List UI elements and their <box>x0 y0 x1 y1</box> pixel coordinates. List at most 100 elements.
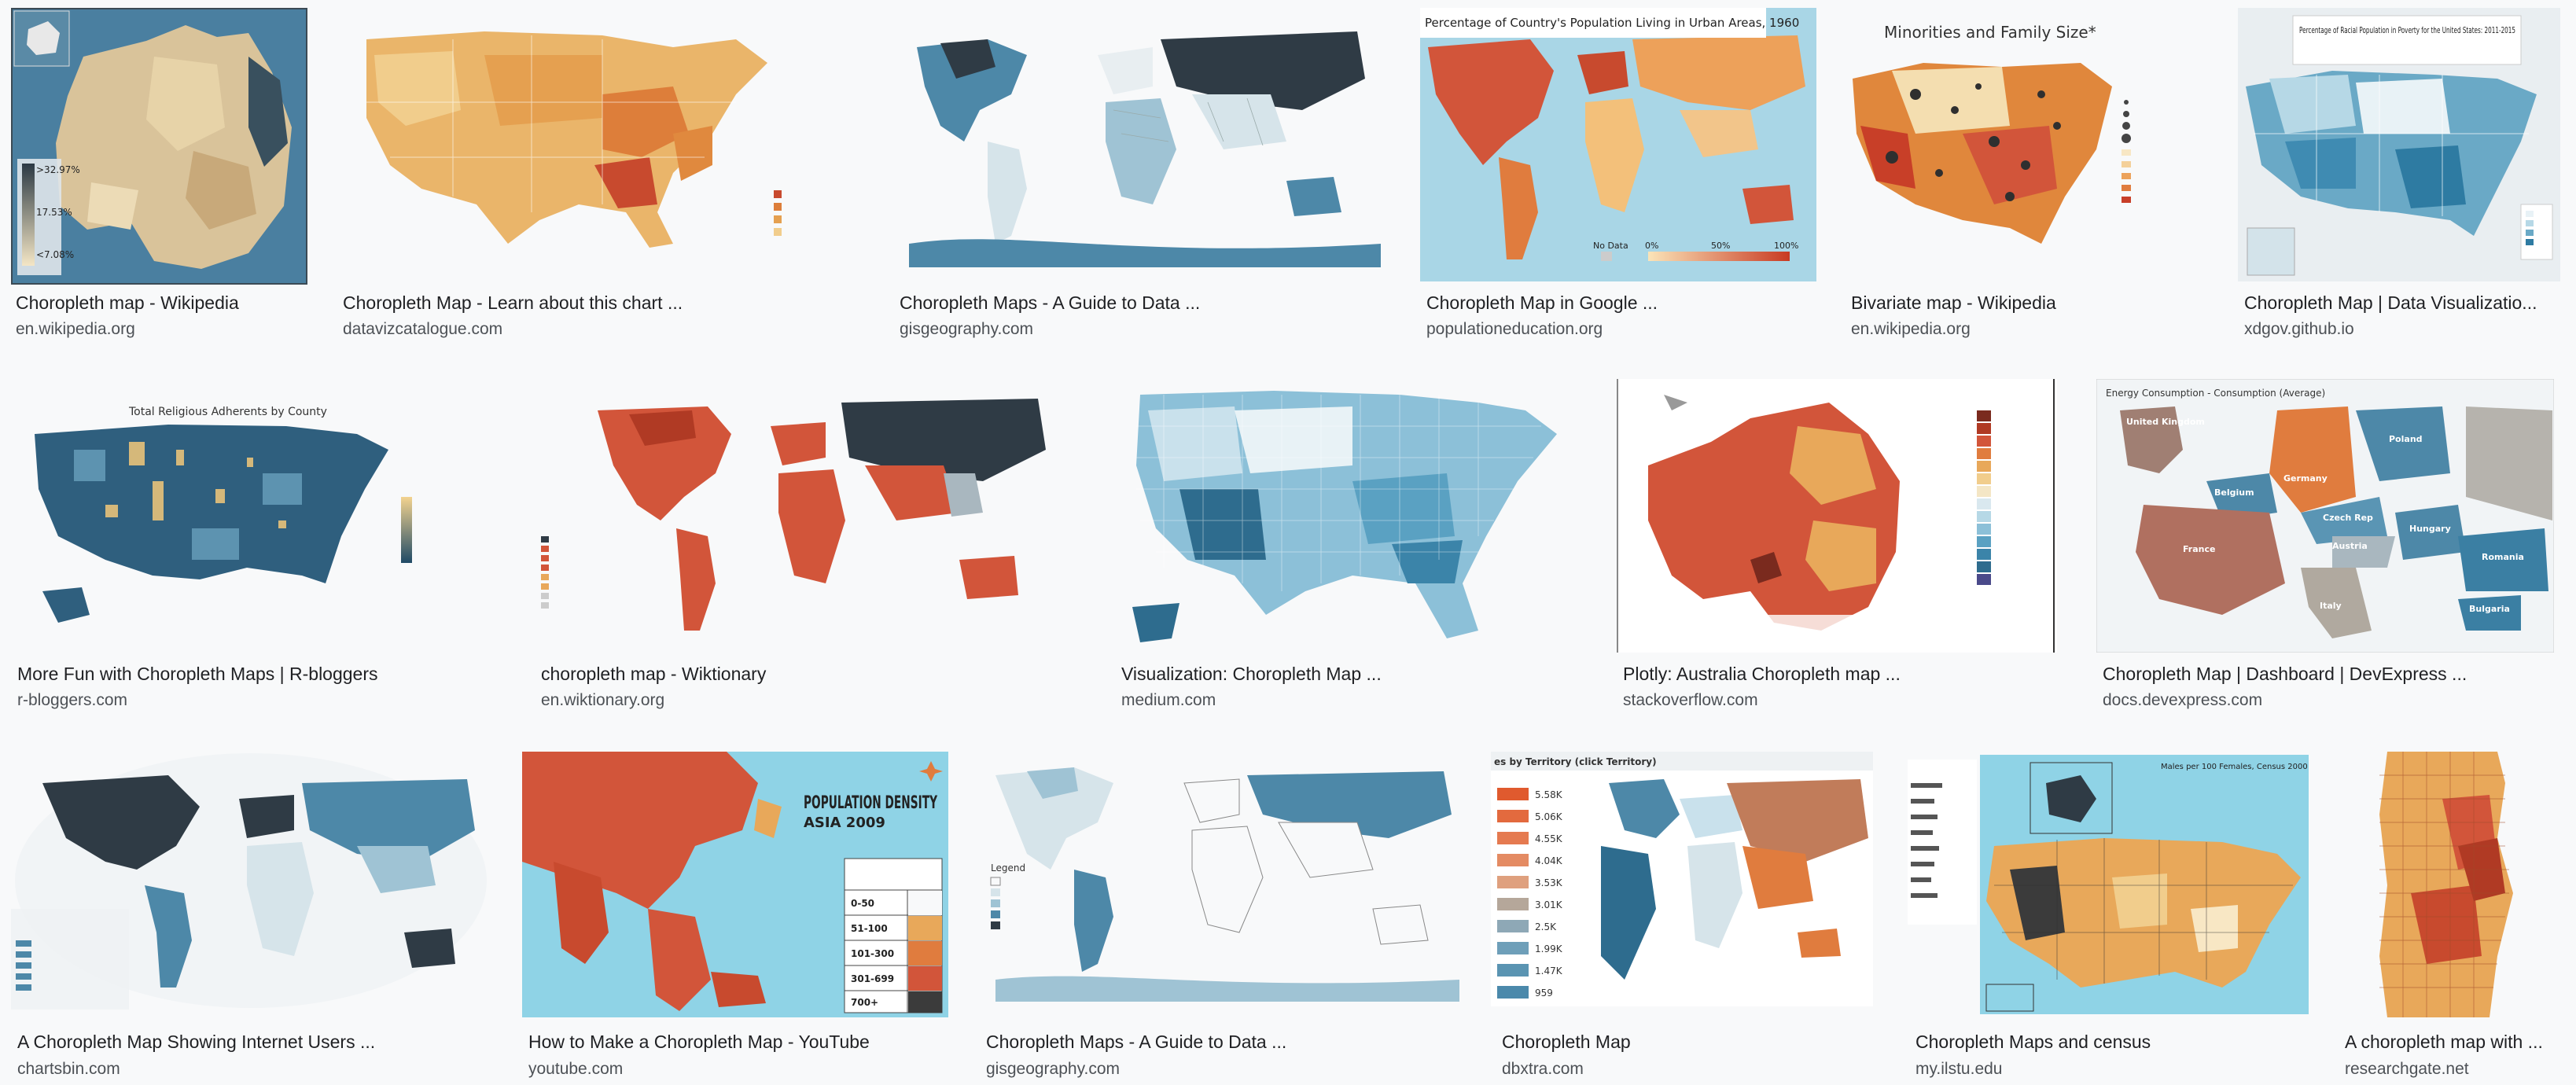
result-card[interactable]: Visualization: Choropleth Map ... medium… <box>1117 379 1581 725</box>
result-thumbnail[interactable]: Energy Consumption - Consumption (Averag… <box>2096 379 2554 653</box>
result-card[interactable]: choropleth map - Wiktionary en.wiktionar… <box>535 379 1077 725</box>
result-title[interactable]: Choropleth Map - Learn about this chart … <box>343 292 683 313</box>
map-heading: Percentage of Country's Population Livin… <box>1425 16 1799 30</box>
result-title[interactable]: Choropleth Maps - A Guide to Data ... <box>986 1032 1287 1052</box>
result-thumbnail[interactable]: Minorities and Family Size* <box>1845 8 2211 281</box>
result-thumbnail[interactable] <box>893 8 1389 281</box>
result-card[interactable]: >32.97% 17.53% <7.08% Choropleth map - W… <box>11 8 307 354</box>
result-thumbnail[interactable]: Percentage of Country's Population Livin… <box>1420 8 1816 281</box>
map-label: France <box>2183 544 2215 554</box>
result-source: en.wikipedia.org <box>1851 320 1971 338</box>
result-thumbnail[interactable]: Percentage of Racial Population in Pover… <box>2238 8 2560 281</box>
map-label: Belgium <box>2214 487 2254 498</box>
legend-label: 3.01K <box>1535 899 1563 910</box>
result-thumbnail[interactable]: Legend <box>980 752 1464 1006</box>
map-label: United Kingdom <box>2126 417 2205 427</box>
key-label: 101-300 <box>851 948 894 959</box>
result-title[interactable]: Choropleth Map | Data Visualizatio... <box>2244 292 2537 313</box>
result-source: medium.com <box>1121 691 1216 709</box>
result-title[interactable]: How to Make a Choropleth Map - YouTube <box>528 1032 870 1052</box>
key-label: 51-100 <box>851 923 888 934</box>
result-source: dbxtra.com <box>1502 1060 1584 1078</box>
result-card[interactable]: Percentage of Country's Population Livin… <box>1420 8 1821 354</box>
result-source: gisgeography.com <box>986 1060 1121 1078</box>
result-title[interactable]: Choropleth Map | Dashboard | DevExpress … <box>2103 664 2467 684</box>
result-thumbnail[interactable] <box>11 752 491 1010</box>
map-heading: es by Territory (click Territory) <box>1494 756 1657 767</box>
result-source: r-bloggers.com <box>17 691 128 709</box>
map-label: Bulgaria <box>2469 604 2510 614</box>
legend-label: 4.55K <box>1535 833 1563 844</box>
result-title[interactable]: Bivariate map - Wikipedia <box>1851 292 2056 313</box>
result-source: researchgate.net <box>2345 1060 2469 1078</box>
result-card[interactable]: A choropleth map with ... researchgate.n… <box>2340 752 2568 1085</box>
result-title[interactable]: Choropleth Maps - A Guide to Data ... <box>900 292 1201 313</box>
legend-label: 4.04K <box>1535 855 1563 866</box>
result-title[interactable]: Choropleth Map <box>1502 1032 1631 1052</box>
result-source: xdgov.github.io <box>2244 320 2354 338</box>
map-heading: Minorities and Family Size* <box>1884 23 2096 42</box>
legend-label: 100% <box>1774 241 1798 251</box>
result-source: docs.devexpress.com <box>2103 691 2263 709</box>
result-title[interactable]: Choropleth Map in Google ... <box>1426 292 1658 313</box>
legend-label: 1.99K <box>1535 943 1563 954</box>
legend-label: 959 <box>1535 988 1553 999</box>
map-label: Poland <box>2389 434 2423 444</box>
result-card[interactable]: Choropleth Maps - A Guide to Data ... gi… <box>893 8 1397 354</box>
result-title[interactable]: Visualization: Choropleth Map ... <box>1121 664 1382 684</box>
map-label: Germany <box>2283 473 2328 484</box>
result-card[interactable]: Energy Consumption - Consumption (Averag… <box>2096 379 2560 725</box>
result-card[interactable]: Minorities and Family Size* Bivariate ma… <box>1845 8 2230 354</box>
legend-label: 3.53K <box>1535 877 1563 888</box>
result-card[interactable]: Total Religious Adherents by County More… <box>11 379 522 725</box>
key-label: 700+ <box>851 997 878 1008</box>
map-label: Hungary <box>2409 524 2451 534</box>
result-thumbnail[interactable] <box>535 379 1069 653</box>
result-source: gisgeography.com <box>900 320 1034 338</box>
result-thumbnail[interactable]: >32.97% 17.53% <7.08% <box>11 8 307 285</box>
result-thumbnail[interactable] <box>1617 379 2057 653</box>
result-card[interactable]: Males per 100 Females, Census 2000 Choro… <box>1908 752 2317 1085</box>
result-card[interactable]: Plotly: Australia Choropleth map ... sta… <box>1617 379 2057 725</box>
result-source: my.ilstu.edu <box>1915 1060 2003 1078</box>
result-source: en.wikipedia.org <box>16 320 135 338</box>
result-title[interactable]: A Choropleth Map Showing Internet Users … <box>17 1032 376 1052</box>
map-heading: Energy Consumption - Consumption (Averag… <box>2106 388 2325 399</box>
map-heading: Total Religious Adherents by County <box>128 406 327 418</box>
map-label: Italy <box>2320 601 2342 611</box>
result-card[interactable]: POPULATION DENSITY ASIA 2009 0-50 51-100… <box>522 752 962 1085</box>
result-title[interactable]: More Fun with Choropleth Maps | R-blogge… <box>17 664 378 684</box>
map-heading: POPULATION DENSITY <box>804 793 938 813</box>
result-thumbnail[interactable]: Total Religious Adherents by County <box>11 379 514 653</box>
result-title[interactable]: Plotly: Australia Choropleth map ... <box>1623 664 1901 684</box>
map-heading: Males per 100 Females, Census 2000 <box>2161 763 2308 771</box>
result-title[interactable]: choropleth map - Wiktionary <box>541 664 767 684</box>
result-thumbnail[interactable]: es by Territory (click Territory) 5.58K … <box>1491 752 1873 1006</box>
result-source: chartsbin.com <box>17 1060 120 1078</box>
result-thumbnail[interactable]: Males per 100 Females, Census 2000 <box>1908 752 2309 1017</box>
result-source: stackoverflow.com <box>1623 691 1758 709</box>
map-label: Austria <box>2332 541 2368 551</box>
legend-label: 50% <box>1711 241 1730 251</box>
legend-label: 5.06K <box>1535 811 1563 822</box>
result-thumbnail[interactable]: POPULATION DENSITY ASIA 2009 0-50 51-100… <box>522 752 948 1017</box>
result-title[interactable]: Choropleth Maps and census <box>1915 1032 2151 1052</box>
result-thumbnail[interactable] <box>1117 379 1573 653</box>
result-card[interactable]: Percentage of Racial Population in Pover… <box>2238 8 2560 354</box>
legend-label: 5.58K <box>1535 789 1563 800</box>
result-card[interactable]: Legend Choropleth Maps - A Guide to Data… <box>980 752 1483 1085</box>
map-heading: Percentage of Racial Population in Pover… <box>2299 25 2515 35</box>
result-card[interactable]: A Choropleth Map Showing Internet Users … <box>11 752 506 1085</box>
legend-title: Legend <box>991 862 1025 874</box>
result-card[interactable]: es by Territory (click Territory) 5.58K … <box>1491 752 1884 1085</box>
legend-label: 0% <box>1645 241 1658 251</box>
result-title[interactable]: A choropleth map with ... <box>2345 1032 2543 1052</box>
result-source: youtube.com <box>528 1060 624 1078</box>
legend-label: No Data <box>1593 241 1628 251</box>
result-thumbnail[interactable] <box>343 8 830 281</box>
key-label: 301-699 <box>851 973 894 984</box>
result-card[interactable]: Choropleth Map - Learn about this chart … <box>343 8 838 354</box>
result-thumbnail[interactable] <box>2379 752 2526 1017</box>
legend-label: >32.97% <box>36 164 80 175</box>
result-title[interactable]: Choropleth map - Wikipedia <box>16 292 239 313</box>
